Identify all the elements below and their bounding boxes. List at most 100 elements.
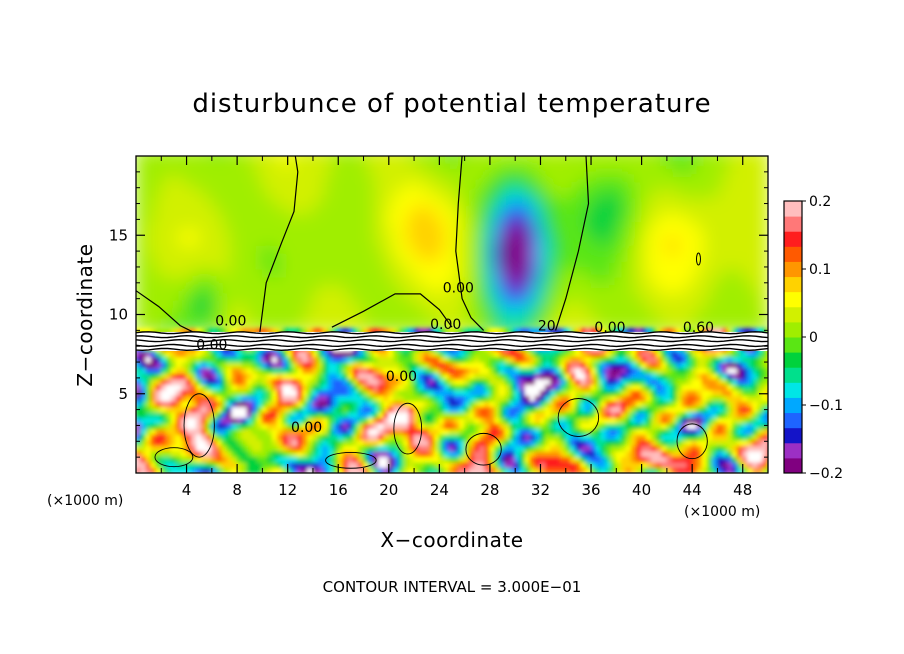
heatmap-cell [722,259,732,270]
heatmap-cell [280,219,289,230]
heatmap-cell [367,439,375,446]
heatmap-cell [635,466,643,473]
heatmap-cell [136,259,144,270]
heatmap-cell [419,283,428,294]
heatmap-cell [484,378,491,385]
heatmap-cell [489,355,496,363]
heatmap-cell [287,422,294,430]
heatmap-cell [656,422,663,430]
heatmap-cell [255,180,264,191]
heatmap-cell [403,455,410,463]
heatmap-cell [453,361,461,369]
heatmap-cell [580,450,587,457]
heatmap-cell [191,378,198,385]
heatmap-cell [206,466,213,473]
heatmap-cell [229,299,239,310]
heatmap-cell [691,219,700,230]
heatmap-cell [428,405,435,413]
heatmap-cell [394,267,403,278]
heatmap-cell [248,219,258,230]
heatmap-cell [287,461,294,469]
heatmap-cell [136,461,142,469]
heatmap-cell [413,372,420,380]
heatmap-cell [678,291,687,302]
heatmap-cell [509,372,516,380]
heatmap-cell [242,307,251,318]
heatmap-cell [722,212,732,222]
heatmap-cell [241,372,248,380]
heatmap-cell [425,204,435,215]
heatmap-cell [307,328,314,335]
heatmap-cell [153,291,163,302]
heatmap-cell [196,416,203,424]
heatmap-cell [571,235,580,246]
heatmap-cell [155,383,162,391]
heatmap-cell [463,227,472,238]
heatmap-cell [651,428,658,435]
heatmap-cell [357,416,365,424]
heatmap-cell [191,444,198,452]
heatmap-cell [357,378,365,385]
heatmap-cell [342,389,349,396]
heatmap-cell [276,466,284,473]
heatmap-cell [352,444,360,452]
heatmap-cell [509,366,516,374]
heatmap-cell [324,259,333,270]
heatmap-cell [558,315,567,326]
heatmap-cell [716,204,725,215]
heatmap-cell [282,372,289,380]
heatmap-cell [474,450,481,457]
heatmap-cell [558,172,567,183]
heatmap-cell [549,461,557,469]
heatmap-cell [172,156,182,159]
heatmap-cell [590,251,599,262]
heatmap-cell [489,366,496,374]
heatmap-cell [716,219,725,230]
heatmap-cell [615,259,624,270]
heatmap-cell [432,299,441,310]
heatmap-cell [504,350,511,358]
heatmap-cell [558,156,567,167]
heatmap-cell [356,243,365,254]
heatmap-cell [438,394,446,402]
heatmap-cell [267,299,277,310]
heatmap-cell [488,204,498,215]
heatmap-cell [311,156,321,159]
heatmap-cell [519,455,526,463]
heatmap-cell [544,350,552,358]
heatmap-cell [343,299,352,310]
heatmap-cell [352,372,360,380]
heatmap-cell [444,235,453,246]
heatmap-cell [141,156,150,159]
heatmap-cell [555,428,562,435]
heatmap-cell [327,411,334,419]
heatmap-cell [297,455,304,463]
heatmap-cell [710,156,719,159]
heatmap-cell [242,259,251,270]
heatmap-cell [362,212,371,222]
heatmap-cell [609,164,618,175]
heatmap-cell [286,212,295,222]
heatmap-cell [458,328,466,335]
heatmap-cell [729,219,738,230]
heatmap-cell [580,328,587,335]
heatmap-cell [549,400,557,408]
heatmap-cell [383,355,390,363]
heatmap-cell [349,299,359,310]
heatmap-cell [251,394,258,402]
heatmap-cell [514,450,521,457]
heatmap-cell [501,299,510,310]
heatmap-cell [406,164,416,175]
heatmap-cell [672,243,681,254]
heatmap-cell [211,361,218,369]
heatmap-cell [210,188,220,199]
heatmap-cell [375,323,384,333]
heatmap-cell [337,307,346,318]
heatmap-cell [501,204,510,215]
heatmap-cell [362,243,371,254]
heatmap-cell [625,350,633,358]
heatmap-cell [760,219,768,230]
heatmap-cell [191,188,201,199]
heatmap-cell [529,383,537,391]
heatmap-cell [509,355,516,363]
